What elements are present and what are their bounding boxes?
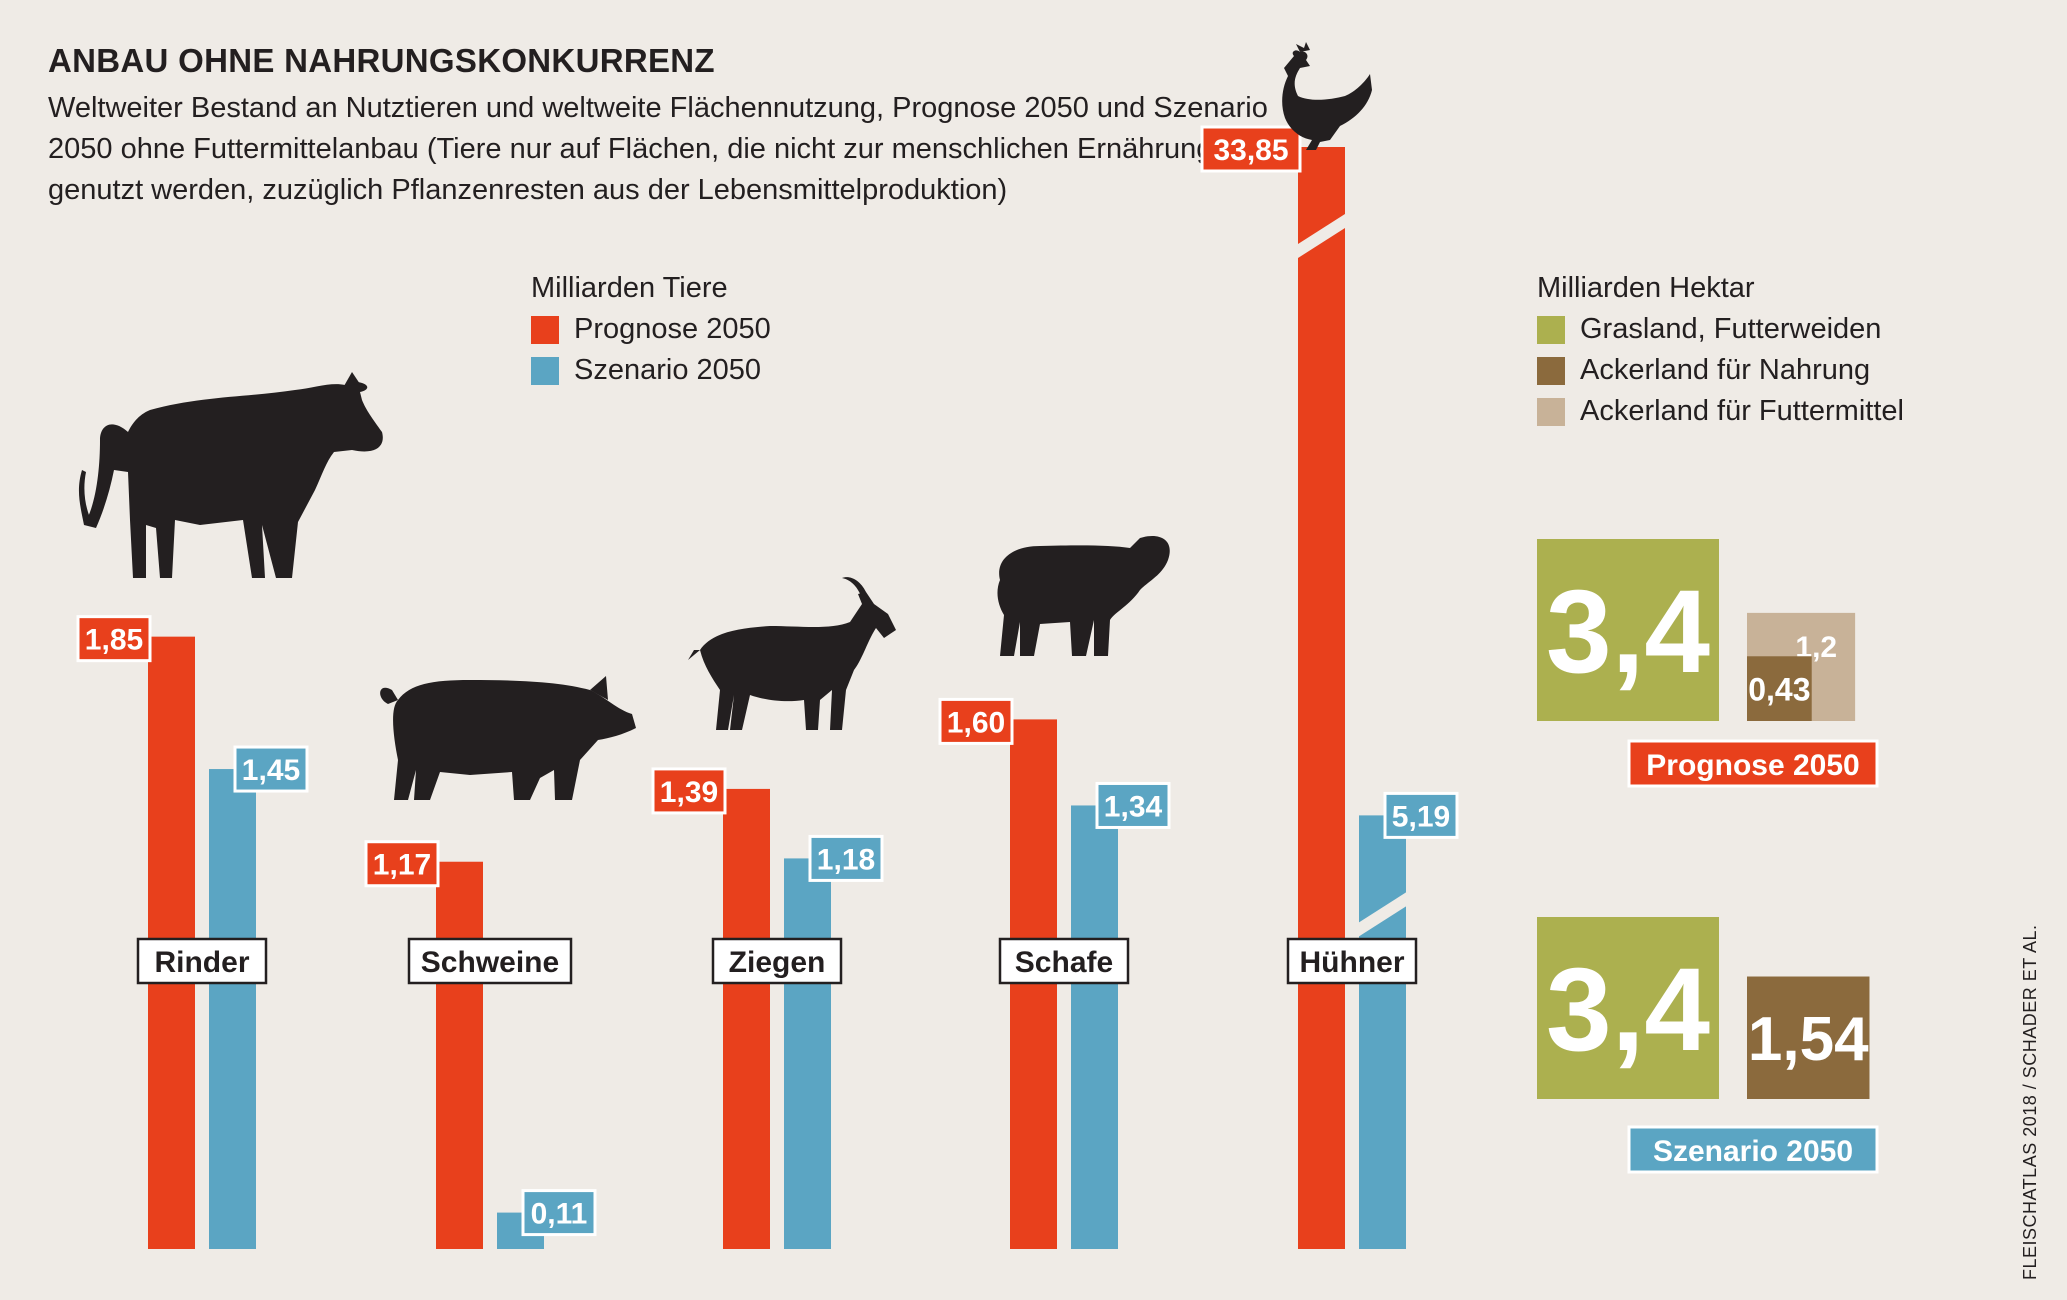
legend-item-ackerland-futtermittel: Ackerland für Futtermittel [1537,391,1904,432]
square-grasland-prognose-2050 [1537,539,1719,721]
chart-title: ANBAU OHNE NAHRUNGSKONKURRENZ [48,42,715,79]
bar-huehner-szenario [1359,815,1406,1249]
group-label-szenario-2050: Szenario 2050 [1653,1135,1853,1168]
category-box-huehner [1286,937,1418,985]
legend-swatch-szenario [531,356,559,385]
group-label-prognose-2050: Prognose 2050 [1646,749,1859,782]
animals-legend: Milliarden Tiere Prognose 2050 Szenario … [531,268,771,391]
legend-item-szenario: Szenario 2050 [531,350,771,391]
legend-label-szenario: Szenario 2050 [574,354,762,386]
value-label-schweine-szenario: 0,11 [531,1198,588,1231]
legend-label-ackerland-nahrung: Ackerland für Nahrung [1580,354,1871,386]
land-legend-title: Milliarden Hektar [1537,272,1755,304]
legend-swatch-ackerland-nahrung [1537,356,1565,385]
land-legend: Milliarden Hektar Grasland, Futterweiden… [1537,268,1904,432]
legend-swatch-grasland [1537,315,1565,344]
value-box-rinder-prognose [76,615,152,663]
value-label-schafe-szenario: 1,34 [1104,790,1163,823]
bar-rinder-szenario [209,769,256,1249]
value-box-schweine-prognose [364,840,440,888]
axis-break-huehner-prognose [1298,214,1345,258]
value-box-huehner-prognose [1200,125,1302,173]
value-box-schweine-szenario [521,1189,597,1237]
chicken-icon [1282,42,1372,150]
value-label-ziegen-szenario: 1,18 [817,843,875,876]
category-label-ziegen: Ziegen [729,946,826,979]
legend-label-prognose: Prognose 2050 [574,313,771,345]
value-label-grasland-szenario-2050: 3,4 [1546,944,1710,1076]
value-label-schafe-prognose: 1,60 [947,706,1005,739]
square-grasland-szenario-2050 [1537,917,1719,1099]
goat-icon [688,577,896,730]
value-label-huehner-prognose: 33,85 [1213,134,1288,167]
legend-item-grasland: Grasland, Futterweiden [1537,309,1904,350]
value-box-huehner-szenario [1383,791,1459,839]
category-box-rinder [136,937,268,985]
legend-swatch-prognose [531,315,559,344]
bar-huehner-prognose [1298,147,1345,1249]
bars-layer: 1,85 1,45 Rinder 1,17 0,11 Schweine 1,39 1,18 Zi… [76,125,1459,1249]
value-label-rinder-szenario: 1,45 [242,754,300,787]
bar-schafe-szenario [1071,805,1118,1249]
legend-label-grasland: Grasland, Futterweiden [1580,313,1882,345]
group-box-prognose-2050 [1627,739,1879,788]
cow-icon [78,372,383,578]
value-box-ziegen-prognose [651,767,727,815]
value-label-ziegen-prognose: 1,39 [660,776,718,809]
value-box-ziegen-szenario [808,834,884,882]
axis-break-huehner-szenario [1359,892,1406,937]
animals-legend-title: Milliarden Tiere [531,272,728,304]
bar-ziegen-prognose [723,788,770,1249]
value-label-ackerland-nahrung-szenario-2050: 1,54 [1748,1005,1869,1074]
value-label-rinder-prognose: 1,85 [85,624,143,657]
category-label-schafe: Schafe [1015,946,1113,979]
category-box-ziegen [711,937,843,985]
category-label-huehner: Hühner [1300,946,1405,979]
legend-item-ackerland-nahrung: Ackerland für Nahrung [1537,350,1904,391]
bar-schweine-prognose [436,861,483,1249]
category-box-schafe [998,937,1130,985]
legend-item-prognose: Prognose 2050 [531,309,771,350]
value-label-huehner-szenario: 5,19 [1392,800,1450,833]
bar-ziegen-szenario [784,858,831,1249]
value-box-rinder-szenario [233,745,309,793]
group-box-szenario-2050 [1627,1125,1879,1174]
value-box-schafe-szenario [1095,781,1171,829]
sheep-icon [997,536,1170,656]
legend-swatch-ackerland-futtermittel [1537,397,1565,426]
category-label-schweine: Schweine [421,946,559,979]
source-credit: FLEISCHATLAS 2018 / SCHADER ET AL. [2020,924,2040,1280]
value-label-grasland-prognose-2050: 3,4 [1546,566,1710,698]
chart-subtitle: Weltweiter Bestand an Nutztieren und wel… [48,92,1268,206]
category-label-rinder: Rinder [154,946,249,979]
value-label-schweine-prognose: 1,17 [373,849,431,882]
category-box-schweine [407,937,573,985]
value-label-ackerland-nahrung-prognose-2050: 0,43 [1748,672,1810,708]
square-ackerland-nahrung-prognose-2050 [1747,656,1812,721]
value-box-schafe-prognose [938,697,1014,745]
pig-icon [380,676,636,800]
square-ackerland-nahrung-szenario-2050 [1747,976,1870,1099]
legend-label-ackerland-futtermittel: Ackerland für Futtermittel [1580,395,1904,427]
